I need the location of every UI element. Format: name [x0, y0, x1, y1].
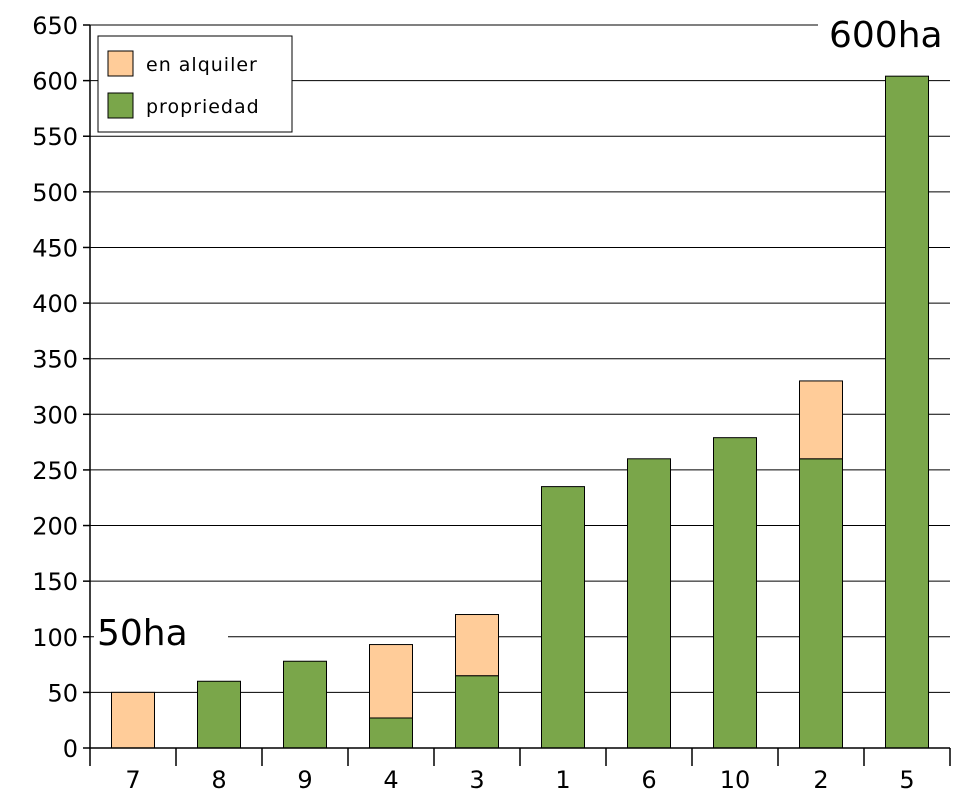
y-tick-label: 100 [32, 624, 78, 652]
x-tick-label: 4 [383, 766, 398, 794]
y-tick-label: 450 [32, 234, 78, 262]
annotation-left: 50ha [94, 605, 228, 665]
bar-en-alquiler-3 [455, 614, 499, 677]
x-tick-label: 1 [555, 766, 570, 794]
x-tick-label: 3 [469, 766, 484, 794]
y-tick-label: 500 [32, 179, 78, 207]
y-tick-label: 150 [32, 568, 78, 596]
annotation-right-bg [818, 8, 964, 68]
bar-propriedad-2 [799, 458, 843, 749]
bar-propriedad-10 [713, 437, 757, 749]
bar-en-alquiler-7 [111, 691, 155, 749]
x-ticks: 7 8 9 4 3 1 6 10 2 5 [89, 748, 951, 794]
y-tick-label: 350 [32, 346, 78, 374]
y-tick-label: 250 [32, 457, 78, 485]
bar-propriedad-1 [541, 486, 585, 749]
y-tick-label: 0 [63, 735, 78, 763]
bar-en-alquiler-4 [369, 644, 413, 719]
bar-propriedad-3 [455, 675, 499, 749]
annotation-right-text: 600ha [829, 15, 943, 56]
y-ticks: 0 50 100 150 200 250 300 350 400 450 500 550 600 650 [32, 12, 90, 763]
x-tick-label: 6 [641, 766, 656, 794]
x-tick-label: 2 [813, 766, 828, 794]
annotation-right: 600ha [818, 8, 964, 68]
annotation-left-text: 50ha [97, 613, 188, 654]
x-tick-label: 5 [899, 766, 914, 794]
y-tick-label: 300 [32, 401, 78, 429]
y-tick-label: 400 [32, 290, 78, 318]
bar-propriedad-6 [627, 458, 671, 749]
bar-propriedad-8 [197, 680, 241, 749]
legend: en alquiler propriedad [97, 35, 293, 133]
x-tick-label: 8 [211, 766, 226, 794]
y-tick-label: 200 [32, 513, 78, 541]
bar-en-alquiler-2 [799, 380, 843, 460]
y-tick-label: 550 [32, 123, 78, 151]
bar-propriedad-9 [283, 660, 327, 749]
y-tick-label: 50 [47, 679, 78, 707]
x-tick-label: 7 [125, 766, 140, 794]
legend-swatch-propriedad [107, 92, 134, 119]
x-tick-label: 9 [297, 766, 312, 794]
y-tick-label: 650 [32, 12, 78, 40]
annotation-left-bg [94, 605, 228, 665]
x-tick-label: 10 [720, 766, 751, 794]
bars [111, 75, 929, 749]
bar-propriedad-5 [885, 75, 929, 749]
legend-swatch-en-alquiler [107, 50, 134, 77]
bar-propriedad-4 [369, 717, 413, 749]
y-tick-label: 600 [32, 68, 78, 96]
legend-label-en-alquiler: en alquiler [146, 54, 258, 76]
legend-label-propriedad: propriedad [146, 96, 260, 118]
